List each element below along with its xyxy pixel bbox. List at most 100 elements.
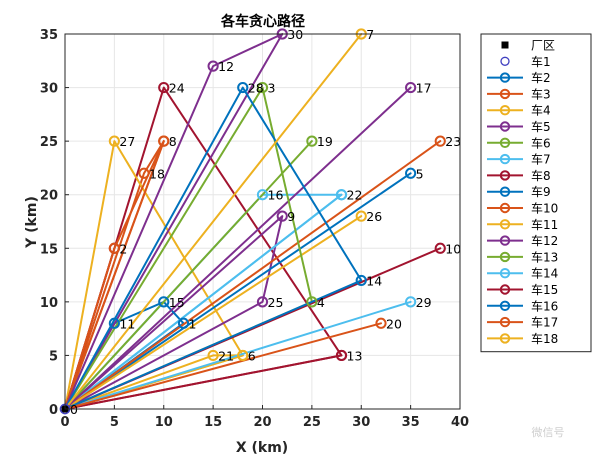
point-label: 23: [445, 134, 461, 149]
legend-marker: [499, 202, 511, 214]
point-label: 14: [366, 273, 382, 288]
route-marker: [434, 135, 446, 147]
legend-label: 车17: [531, 315, 558, 330]
legend-label: 车14: [531, 266, 558, 281]
legend-label: 车10: [531, 201, 558, 216]
route-marker: [335, 349, 348, 362]
point-label: 25: [268, 295, 284, 310]
y-tick-label: 5: [49, 349, 58, 364]
legend-label: 车13: [531, 249, 558, 264]
point-label: 9: [287, 209, 295, 224]
route-marker: [306, 135, 318, 147]
legend-label: 车15: [531, 282, 558, 297]
legend-marker: [499, 333, 511, 344]
route-marker: [237, 349, 249, 362]
legend-depot-marker: [501, 41, 509, 49]
route-line: [64, 300, 412, 410]
route-marker: [434, 242, 446, 254]
y-tick-label: 15: [40, 242, 58, 257]
point-label: 11: [119, 316, 135, 331]
route-marker: [158, 81, 170, 94]
route-marker: [405, 296, 417, 308]
route-marker: [237, 81, 249, 94]
legend-label: 车3: [531, 86, 551, 101]
point-label: 1: [189, 316, 197, 331]
x-axis-label: X (km): [236, 440, 288, 456]
x-tick-label: 0: [60, 415, 69, 430]
legend-marker: [499, 170, 511, 181]
point-label: 3: [268, 81, 276, 96]
point-label: 12: [218, 59, 234, 74]
x-tick-label: 15: [204, 415, 222, 430]
legend-marker: [499, 268, 511, 279]
point-label: 15: [169, 295, 185, 310]
route-marker: [256, 296, 269, 308]
route-marker: [108, 135, 120, 147]
legend-label: 车7: [531, 152, 551, 167]
route-marker: [256, 81, 269, 94]
legend-label: 车1: [531, 54, 551, 69]
route-marker: [355, 274, 367, 287]
route-line: [64, 140, 442, 410]
x-tick-label: 20: [253, 415, 271, 430]
x-tick-label: 5: [110, 415, 119, 430]
legend-label: 车6: [531, 135, 551, 150]
x-tick-label: 25: [303, 415, 321, 430]
legend-marker: [499, 251, 511, 263]
route-marker: [207, 349, 219, 362]
legend-marker: [499, 72, 511, 83]
watermark-text: 微信号: [532, 425, 565, 439]
route-marker: [335, 189, 348, 201]
y-axis-label: Y (km): [24, 196, 40, 249]
point-label: 20: [386, 316, 402, 331]
y-tick-label: 30: [40, 82, 58, 97]
route-marker: [158, 296, 170, 308]
point-labels: 1234567891011121314151617181920212223242…: [70, 27, 461, 417]
legend-label: 车5: [531, 119, 551, 134]
point-label: 19: [317, 134, 333, 149]
route-marker: [375, 317, 387, 329]
legend-label: 车11: [531, 217, 558, 232]
legend-label: 车12: [531, 233, 558, 248]
route-line: [64, 193, 343, 410]
route-line: [64, 86, 363, 410]
y-tick-label: 25: [40, 135, 58, 150]
route-line: [64, 33, 284, 410]
x-tick-label: 30: [352, 415, 370, 430]
y-tick-label: 0: [49, 403, 58, 418]
route-marker: [207, 60, 219, 72]
legend-marker: [499, 316, 511, 328]
y-tick-label: 10: [40, 296, 58, 311]
legend-marker: [499, 284, 511, 295]
point-label: 5: [416, 166, 424, 181]
point-label: 6: [248, 348, 256, 363]
route-line: [64, 140, 165, 410]
point-label: 2: [119, 241, 127, 256]
point-label: 24: [169, 81, 185, 96]
route-line: [64, 215, 363, 410]
chart-title: 各车贪心路径: [220, 13, 305, 30]
route-marker: [108, 317, 120, 329]
route-marker: [108, 242, 120, 254]
legend-label: 车4: [531, 103, 551, 118]
route-line: [64, 172, 412, 410]
route-line: [64, 354, 343, 410]
route-line: [64, 322, 382, 410]
point-label: 21: [218, 348, 234, 363]
route-marker: [405, 167, 417, 179]
point-label: 27: [119, 134, 135, 149]
point-label: 18: [149, 166, 165, 181]
x-tick-label: 40: [451, 415, 469, 430]
legend-marker: [499, 121, 511, 132]
legend-marker: [499, 186, 511, 197]
point-label: 13: [347, 348, 363, 363]
point-label: 29: [416, 295, 432, 310]
point-label: 10: [445, 241, 461, 256]
x-tick-label: 10: [155, 415, 173, 430]
point-label: 22: [347, 188, 363, 203]
legend-label: 车16: [531, 298, 558, 313]
point-label: 8: [169, 134, 177, 149]
legend-label: 车9: [531, 184, 551, 199]
point-label: 16: [268, 188, 284, 203]
